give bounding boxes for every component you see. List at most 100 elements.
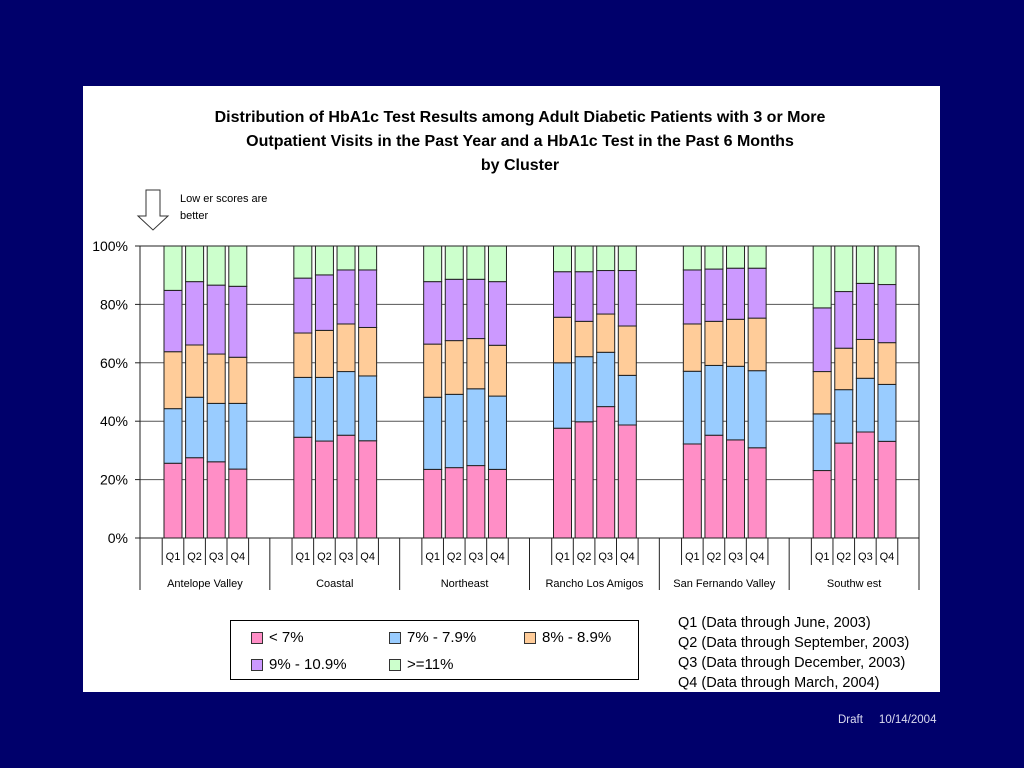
bar-segment [185,281,205,346]
x-tick-label: Q4 [750,551,765,563]
bar-segment [812,307,832,373]
x-tick-label: Q1 [685,551,700,563]
legend-swatch-lt7 [251,631,263,644]
bar-segment [206,284,226,355]
x-tick-label: Q3 [858,551,873,563]
bar-segment [185,457,205,539]
bar-segment [228,285,248,358]
x-tick-label: Q2 [707,551,722,563]
x-tick-label: Q4 [230,551,245,563]
bar-segment [747,317,767,372]
bar-segment [834,291,854,349]
bar-segment [466,338,486,390]
bar-segment [617,270,637,327]
legend-item-8-8.9: 8% - 8.9% [524,629,611,646]
bar-segment [596,351,616,408]
bar-segment [163,408,183,464]
y-tick-label: 100% [92,238,128,254]
legend-item-9-10.9: 9% - 10.9% [251,656,347,673]
bar-segment [704,434,724,539]
x-tick-label: Q1 [815,551,830,563]
x-tick-label: Q3 [598,551,613,563]
x-tick-label: Q4 [490,551,505,563]
bar-segment [747,370,767,449]
bar-segment [163,462,183,539]
bar-segment [487,395,507,470]
footer-date: 10/14/2004 [878,714,937,726]
bar-segment [228,468,248,539]
bar-segment [423,281,443,345]
y-tick-label: 60% [100,355,128,371]
x-tick-label: Q2 [187,551,202,563]
x-tick-label: Q1 [166,551,181,563]
note-line-2: better [180,210,209,222]
chart-title-line-3: by Cluster [480,157,560,174]
x-tick-label: Q3 [209,551,224,563]
x-tick-label: Q3 [339,551,354,563]
bar-segment [747,447,767,539]
bar-segment [726,245,746,269]
bar-segment [747,245,767,269]
x-tick-label: Q1 [295,551,310,563]
quarter-note-q4: Q4 (Data through March, 2004) [678,675,880,691]
bar-segment [336,434,356,539]
bar-segment [293,277,313,334]
bar-segment [704,364,724,436]
y-tick-label: 20% [100,472,128,488]
bar-segment [596,245,616,272]
legend-swatch-ge11 [389,658,401,671]
bar-segment [423,468,443,539]
bar-segment [596,406,616,539]
bar-segment [444,393,464,469]
bar-segment [596,270,616,315]
x-tick-label: Q4 [360,551,375,563]
group-label: Rancho Los Amigos [545,578,643,590]
legend-label-lt7: < 7% [269,629,304,646]
bar-segment [444,245,464,280]
quarter-note-q1: Q1 (Data through June, 2003) [678,615,871,631]
bar-segment [574,320,594,358]
bar-segment [358,440,378,539]
bar-segment [314,440,334,539]
chart-title-line-1: Distribution of HbA1c Test Results among… [214,109,826,126]
group-label: Coastal [316,578,353,590]
chart-panel [83,86,940,692]
bar-segment [185,396,205,459]
bar-segment [812,413,832,472]
bar-segment [596,313,616,353]
down-arrow-icon [136,189,170,231]
bar-segment [336,245,356,271]
legend-swatch-7-7.9 [389,631,401,644]
x-tick-label: Q2 [447,551,462,563]
bar-segment [553,362,572,429]
bar-segment [163,289,183,353]
legend-label-7-7.9: 7% - 7.9% [407,629,477,646]
x-tick-label: Q2 [577,551,592,563]
slide-footer: Draft 10/14/2004 [838,714,936,726]
legend-swatch-8-8.9 [524,631,536,644]
quarter-note-q3: Q3 (Data through December, 2003) [678,655,906,671]
bar-segment [726,439,746,539]
bar-segment [423,245,443,283]
bar-segment [206,245,226,286]
bar-segment [855,431,875,539]
bar-segment [293,436,313,539]
bar-segment [834,389,854,444]
bar-segment [487,245,507,283]
y-tick-label: 0% [108,530,128,546]
bar-segment [466,245,486,280]
x-tick-label: Q4 [620,551,635,563]
bar-segment [877,245,897,286]
y-tick-label: 40% [100,413,128,429]
bar-segment [314,376,334,442]
bar-segment [834,245,854,293]
bar-segment [466,465,486,539]
x-tick-label: Q4 [880,551,895,563]
bar-segment [553,245,572,273]
bar-segment [617,374,637,426]
bar-segment [185,344,205,398]
bar-segment [423,343,443,398]
bar-segment [855,282,875,340]
bar-segment [293,376,313,438]
x-tick-label: Q1 [425,551,440,563]
